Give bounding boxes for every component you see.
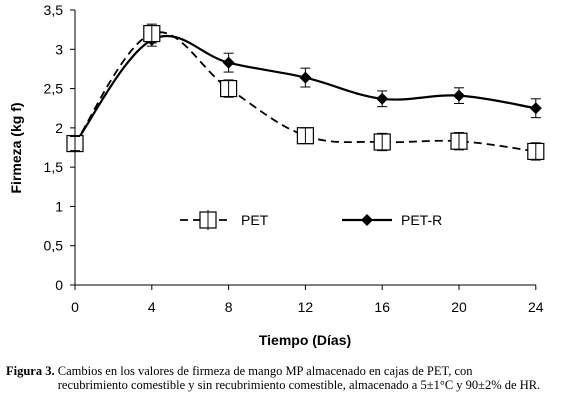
legend-label-pet-r: PET-R (401, 212, 442, 228)
y-tick-label: 2,5 (44, 81, 64, 97)
y-tick-label: 1 (55, 198, 63, 214)
y-axis-title: Firmeza (kg f) (8, 102, 24, 193)
legend: PET PET-R (180, 210, 442, 230)
y-tick-label: 0 (55, 277, 63, 293)
legend-item-pet: PET (180, 210, 269, 230)
y-tick-label: 1,5 (44, 159, 64, 175)
legend-label-pet: PET (241, 212, 269, 228)
x-axis-title: Tiempo (Días) (259, 332, 351, 348)
x-tick-label: 8 (225, 299, 233, 315)
series-layer (66, 23, 545, 161)
data-point-pet-r (222, 56, 235, 69)
y-tick-label: 3,5 (44, 2, 64, 18)
data-point-pet-r (529, 102, 542, 115)
data-point-pet-r (299, 71, 312, 84)
x-tick-labels: 0 4 8 12 16 20 24 (71, 285, 544, 315)
legend-item-pet-r: PET-R (342, 212, 442, 228)
y-tick-labels: 0 0,5 1 1,5 2 2,5 3 3,5 (44, 2, 75, 293)
x-tick-label: 16 (374, 299, 390, 315)
figure-caption: Figura 3. Cambios en los valores de firm… (6, 364, 576, 392)
data-point-pet-r (376, 92, 389, 105)
caption-label: Figura 3. (6, 364, 55, 378)
y-tick-label: 3 (55, 41, 63, 57)
x-tick-label: 24 (528, 299, 544, 315)
legend-marker-pet-r (361, 214, 373, 226)
firmness-line-chart: 0 0,5 1 1,5 2 2,5 3 3,5 0 4 8 12 16 20 24 Firmeza (kg… (8, 2, 545, 348)
y-tick-label: 2 (55, 120, 63, 136)
x-tick-label: 20 (451, 299, 467, 315)
caption-text: Cambios en los valores de firmeza de man… (57, 364, 541, 392)
y-tick-label: 0,5 (44, 238, 64, 254)
x-tick-label: 12 (298, 299, 314, 315)
x-tick-label: 0 (71, 299, 79, 315)
x-tick-label: 4 (148, 299, 156, 315)
data-point-pet-r (453, 89, 465, 102)
